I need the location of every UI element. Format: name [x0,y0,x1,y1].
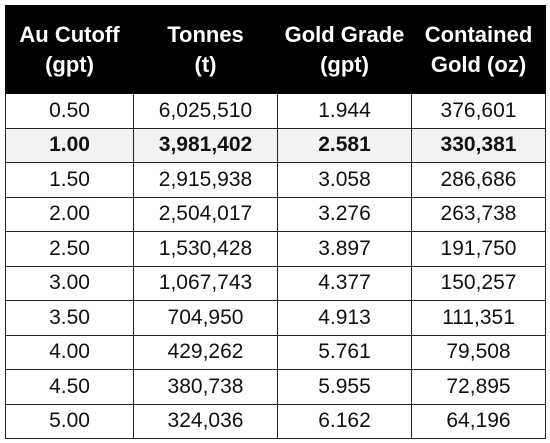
table-row: 3.00 1,067,743 4.377 150,257 [5,265,546,301]
tonnes-cell: 2,504,017 [133,196,278,232]
header-line-1: Au Cutoff [19,21,120,47]
header-line-2: Gold (oz) [430,51,527,77]
contained-gold-cell: 286,686 [411,162,546,198]
cutoff-cell: 2.50 [5,231,134,267]
cutoff-cell: 0.50 [5,93,134,129]
tonnes-cell: 2,915,938 [133,162,278,198]
tonnes-cell: 324,036 [133,403,278,439]
cutoff-cell: 3.50 [5,300,134,336]
table-row: 0.50 6,025,510 1.944 376,601 [5,93,546,129]
tonnes-cell: 1,530,428 [133,231,278,267]
header-line-1: Tonnes [167,21,244,47]
header-line-2: (t) [194,51,217,77]
grade-cell: 4.913 [277,300,412,336]
grade-cell: 5.761 [277,334,412,370]
column-header-gold-grade: Gold Grade (gpt) [277,5,412,94]
contained-gold-cell: 64,196 [411,403,546,439]
cutoff-cell: 1.50 [5,162,134,198]
grade-cell: 3.276 [277,196,412,232]
header-line-1: Contained [424,21,533,47]
table-row: 1.50 2,915,938 3.058 286,686 [5,162,546,198]
grade-cell: 6.162 [277,403,412,439]
table-body: 0.50 6,025,510 1.944 376,601 1.00 3,981,402 2.… [5,93,546,439]
tonnes-cell: 3,981,402 [133,127,278,163]
grade-cell: 4.377 [277,265,412,301]
contained-gold-cell: 111,351 [411,300,546,336]
tonnes-cell: 429,262 [133,334,278,370]
contained-gold-cell: 376,601 [411,93,546,129]
column-header-tonnes: Tonnes (t) [133,5,278,94]
tonnes-cell: 380,738 [133,369,278,405]
grade-cell: 5.955 [277,369,412,405]
column-header-contained-gold: Contained Gold (oz) [411,5,546,94]
grade-cell: 3.058 [277,162,412,198]
gold-cutoff-sensitivity-table: Au Cutoff (gpt) Tonnes (t) Gold Grade (g… [5,5,546,439]
table-row: 5.00 324,036 6.162 64,196 [5,403,546,439]
contained-gold-cell: 150,257 [411,265,546,301]
grade-cell: 2.581 [277,127,412,163]
header-row: Au Cutoff (gpt) Tonnes (t) Gold Grade (g… [5,5,546,94]
table-row: 2.50 1,530,428 3.897 191,750 [5,231,546,267]
sensitivity-table-container: Au Cutoff (gpt) Tonnes (t) Gold Grade (g… [5,5,546,439]
column-header-au-cutoff: Au Cutoff (gpt) [5,5,134,94]
cutoff-cell: 4.00 [5,334,134,370]
grade-cell: 3.897 [277,231,412,267]
table-header: Au Cutoff (gpt) Tonnes (t) Gold Grade (g… [5,5,546,94]
table-row: 4.00 429,262 5.761 79,508 [5,334,546,370]
cutoff-cell: 2.00 [5,196,134,232]
contained-gold-cell: 191,750 [411,231,546,267]
header-line-2: (gpt) [45,51,94,77]
tonnes-cell: 6,025,510 [133,93,278,129]
table-row: 3.50 704,950 4.913 111,351 [5,300,546,336]
table-row: 1.00 3,981,402 2.581 330,381 [5,127,546,163]
contained-gold-cell: 330,381 [411,127,546,163]
table-row: 4.50 380,738 5.955 72,895 [5,369,546,405]
cutoff-cell: 4.50 [5,369,134,405]
contained-gold-cell: 72,895 [411,369,546,405]
header-line-2: (gpt) [320,51,369,77]
contained-gold-cell: 263,738 [411,196,546,232]
contained-gold-cell: 79,508 [411,334,546,370]
cutoff-cell: 5.00 [5,403,134,439]
table-row: 2.00 2,504,017 3.276 263,738 [5,196,546,232]
header-line-1: Gold Grade [284,21,405,47]
cutoff-cell: 1.00 [5,127,134,163]
tonnes-cell: 704,950 [133,300,278,336]
grade-cell: 1.944 [277,93,412,129]
tonnes-cell: 1,067,743 [133,265,278,301]
cutoff-cell: 3.00 [5,265,134,301]
